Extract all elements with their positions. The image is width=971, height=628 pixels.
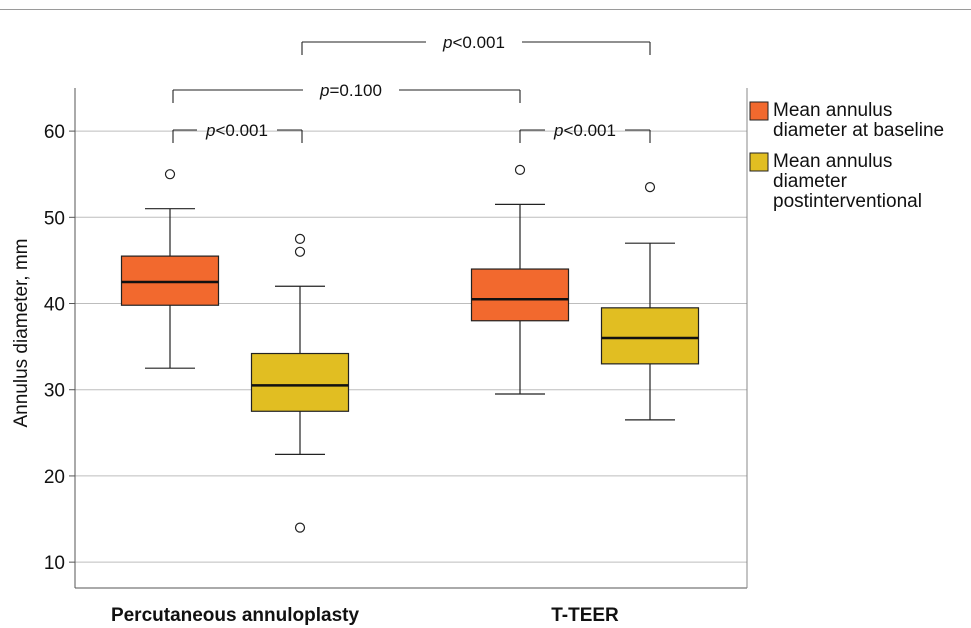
iqr-box [600,307,700,365]
iqr-box [470,268,570,322]
y-tick-label-20: 20 [44,467,65,488]
legend-swatch [749,152,769,172]
y-tick-label-10: 10 [44,553,65,574]
grid-lines [75,130,747,563]
category-label-1: T-TEER [551,605,619,626]
p-value-label: p<0.001 [553,121,616,140]
top-rule [0,9,971,10]
box-baseline-1 [470,164,570,395]
box-post-0 [250,233,350,533]
legend-swatch [749,101,769,121]
p-value-label: p=0.100 [319,81,382,100]
outlier-point [644,182,656,193]
bracket-baseline-between: p=0.100 [172,81,521,103]
boxes [120,164,700,533]
axes [69,88,748,589]
legend-label-line: Mean annulus [773,100,892,121]
outlier-point [294,246,306,257]
legend-label-line: Mean annulus [773,151,892,172]
box-post-1 [600,182,700,421]
p-value-label: p<0.001 [442,33,505,52]
y-tick-label-40: 40 [44,295,65,316]
significance-brackets: p<0.001 p=0.100 p<0.001 p<0.001 [172,33,651,143]
outlier-point [164,169,176,180]
bracket-post-between: p<0.001 [301,33,651,55]
y-tick-label-50: 50 [44,208,65,229]
p-value-label: p<0.001 [205,121,268,140]
box-baseline-0 [120,169,220,369]
legend-label-line: diameter at baseline [773,120,944,141]
category-labels: Percutaneous annuloplasty T-TEER [111,605,619,626]
outlier-point [514,164,526,175]
outlier-point [294,233,306,244]
outlier-point [294,522,306,533]
y-tick-label-60: 60 [44,122,65,143]
category-label-0: Percutaneous annuloplasty [111,605,360,626]
y-tick-label-30: 30 [44,381,65,402]
y-axis-label: Annulus diameter, mm [11,238,32,427]
y-tick-labels: 10 20 30 40 50 60 [44,122,65,574]
bracket-percutaneous: p<0.001 [172,121,303,143]
legend-label-line: postinterventional [773,191,922,212]
iqr-box [250,352,350,412]
iqr-box [120,255,220,306]
bracket-tteer: p<0.001 [519,121,651,143]
legend-label-line: diameter [773,171,848,192]
